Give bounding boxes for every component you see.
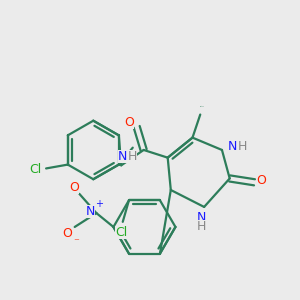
Text: N: N [196,211,206,224]
Text: methyl: methyl [200,106,205,107]
Text: H: H [128,150,137,163]
Text: +: + [95,199,104,209]
Text: O: O [124,116,134,129]
Text: N: N [228,140,238,153]
Text: O: O [256,174,266,187]
Text: ⁻: ⁻ [73,237,79,248]
Text: O: O [69,181,79,194]
Text: H: H [237,140,247,153]
Text: H: H [196,220,206,233]
Text: O: O [62,226,72,240]
Text: N: N [118,150,128,163]
Text: Cl: Cl [115,226,127,239]
Text: N: N [85,205,95,218]
Text: Cl: Cl [29,164,41,176]
